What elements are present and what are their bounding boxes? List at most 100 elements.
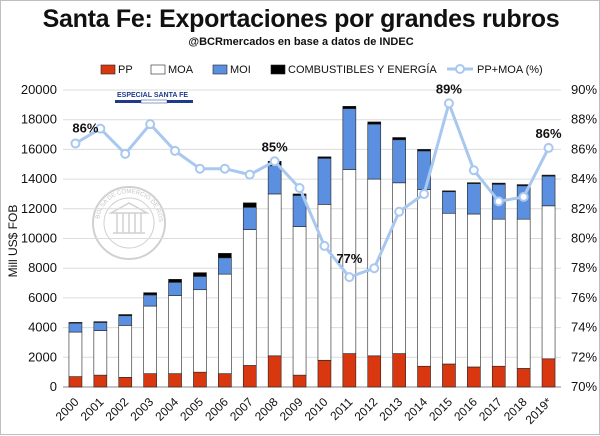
bar-combustibles-2016 <box>467 182 481 184</box>
bar-combustibles-2009 <box>292 193 307 196</box>
bar-pp-2005 <box>193 371 207 388</box>
gridlines <box>63 89 561 388</box>
y2-tick-label: 82% <box>571 201 597 216</box>
bar-pp-2016 <box>467 366 481 388</box>
x-tick-label: 2014 <box>401 395 430 424</box>
bar-combustibles-2001 <box>93 321 108 323</box>
annotation-label: 77% <box>336 251 362 266</box>
legend: PP MOA MOI COMBUSTIBLES Y ENERGÍA PP+MOA (%) <box>100 63 543 76</box>
bar-moa-2019 <box>541 205 556 360</box>
bar-moi-2013 <box>392 139 406 184</box>
bar-moa-2000 <box>68 331 83 377</box>
bar-combustibles-2011 <box>342 106 357 109</box>
bar-moa-2015 <box>442 212 456 365</box>
y-axis-right: 70% 72% 74% 76% 78% 80% 82% 84% 86% 88% 90% <box>571 82 597 394</box>
bar-combustibles-2019 <box>541 174 556 177</box>
line-point <box>344 272 355 283</box>
line-point <box>120 148 131 159</box>
y-tick-label: 8000 <box>28 260 57 275</box>
y-tick-label: 2000 <box>28 349 57 364</box>
legend-label: COMBUSTIBLES Y ENERGÍA <box>288 63 437 76</box>
annotation-label: 85% <box>262 139 288 154</box>
y2-tick-label: 80% <box>571 231 597 246</box>
line-point <box>194 163 205 174</box>
bar-pp-2013 <box>392 353 406 388</box>
x-tick-label: 2004 <box>152 395 181 424</box>
bar-moa-2008 <box>267 193 282 357</box>
annotation-label: 86% <box>536 126 562 141</box>
bar-moi-2014 <box>417 150 431 190</box>
line-point <box>145 119 156 130</box>
bar-pp-2002 <box>118 377 133 388</box>
bar-pp-2003 <box>143 373 157 388</box>
bar-moa-2016 <box>467 213 481 368</box>
y-tick-label: 14000 <box>21 171 57 186</box>
svg-text:ESPECIAL SANTA FE: ESPECIAL SANTA FE <box>117 92 188 99</box>
bar-moa-2005 <box>193 289 207 373</box>
x-tick-label: 2003 <box>127 395 156 424</box>
y-tick-label: 18000 <box>21 112 57 127</box>
bar-moi-2003 <box>143 294 157 307</box>
legend-swatch <box>150 64 166 75</box>
y-tick-label: 20000 <box>21 82 57 97</box>
bar-moa-2014 <box>417 189 431 367</box>
line-point <box>170 145 181 156</box>
y-tick-label: 12000 <box>21 201 57 216</box>
x-tick-label: 2009 <box>277 395 306 424</box>
annotation-label: 89% <box>436 81 462 96</box>
legend-swatch <box>270 64 286 75</box>
line-point <box>269 156 280 167</box>
bar-pp-2006 <box>218 373 232 388</box>
bars-layer <box>68 106 556 388</box>
bar-combustibles-2005 <box>193 272 207 277</box>
bar-combustibles-2000 <box>68 322 83 324</box>
line-point <box>518 191 529 202</box>
legend-label: MOI <box>230 64 251 76</box>
line-point <box>369 263 380 274</box>
y2-tick-label: 76% <box>571 290 597 305</box>
x-tick-label: 2017 <box>476 395 505 424</box>
bar-pp-2011 <box>342 353 357 388</box>
x-tick-label: 2008 <box>252 395 281 424</box>
bar-moi-2007 <box>242 207 257 230</box>
bar-combustibles-2007 <box>242 202 257 208</box>
line-point <box>419 188 430 199</box>
bar-pp-2004 <box>168 373 182 388</box>
bar-moa-2002 <box>118 325 133 378</box>
line-point <box>319 240 330 251</box>
x-tick-label: 2007 <box>227 395 256 424</box>
line-point <box>244 169 255 180</box>
y-axis-left: 0 2000 4000 6000 8000 10000 12000 14000 16000 180… <box>21 82 57 394</box>
bar-pp-2015 <box>442 363 456 388</box>
x-tick-label: 2000 <box>53 395 82 424</box>
x-tick-label: 2016 <box>451 395 480 424</box>
bar-pp-2019 <box>541 358 556 388</box>
x-tick-label: 2006 <box>202 395 231 424</box>
bar-moi-2006 <box>218 257 232 275</box>
y-tick-label: 0 <box>50 379 57 394</box>
bar-pp-2001 <box>93 374 108 388</box>
bar-moi-2005 <box>193 276 207 291</box>
bar-pp-2012 <box>367 355 382 388</box>
bar-moi-2001 <box>93 322 108 331</box>
y-axis-label: Mill US$ FOB <box>6 205 20 278</box>
chart-title: Santa Fe: Exportaciones por grandes rubr… <box>42 5 560 33</box>
bar-moa-2018 <box>516 218 531 369</box>
x-tick-label: 2015 <box>426 395 455 424</box>
bar-moi-2002 <box>118 315 133 326</box>
bar-combustibles-2017 <box>491 182 506 185</box>
bar-moa-2007 <box>242 229 257 366</box>
legend-swatch <box>100 64 116 75</box>
y2-tick-label: 72% <box>571 349 597 364</box>
bar-moi-2000 <box>68 322 83 333</box>
bar-combustibles-2006 <box>218 253 232 259</box>
x-tick-label: 2010 <box>302 395 331 424</box>
legend-label: PP <box>118 64 133 76</box>
y-tick-label: 10000 <box>21 231 57 246</box>
x-tick-label: 2019* <box>523 395 555 427</box>
y2-tick-label: 86% <box>571 141 597 156</box>
legend-label: MOA <box>168 64 194 76</box>
y2-tick-label: 70% <box>571 379 597 394</box>
special-badge: ESPECIAL SANTA FE <box>115 92 193 104</box>
